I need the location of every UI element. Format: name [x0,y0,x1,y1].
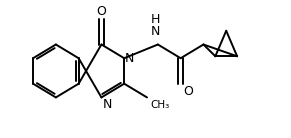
Text: N: N [102,98,112,111]
Text: CH₃: CH₃ [150,100,169,110]
Text: N: N [125,52,134,65]
Text: O: O [97,5,107,18]
Text: O: O [184,85,194,98]
Text: H
N: H N [151,13,161,38]
